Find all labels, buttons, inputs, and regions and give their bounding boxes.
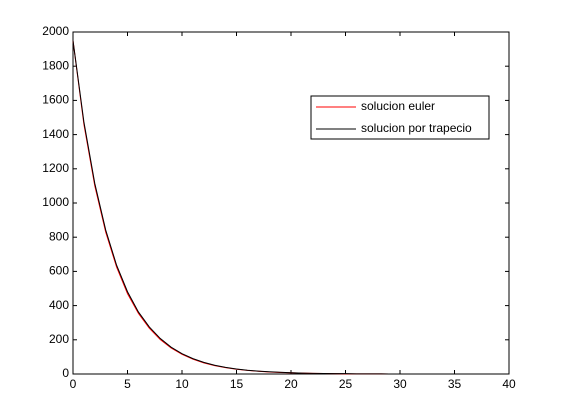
x-tick-label: 40 <box>502 377 516 391</box>
y-tick-label: 0 <box>62 366 69 380</box>
y-tick-label: 1600 <box>42 93 69 107</box>
axes-box <box>72 31 510 375</box>
legend-label: solucion euler <box>361 99 435 113</box>
y-tick-label: 200 <box>49 332 69 346</box>
x-tick-label: 20 <box>284 377 298 391</box>
x-tick-label: 0 <box>70 377 77 391</box>
series-line <box>72 40 509 375</box>
y-tick-label: 1400 <box>42 127 69 141</box>
y-tick-label: 1000 <box>42 195 69 209</box>
series-line <box>72 40 509 375</box>
y-tick-label: 1800 <box>42 58 69 72</box>
x-tick-label: 5 <box>124 377 131 391</box>
x-tick-label: 15 <box>230 377 244 391</box>
y-tick-label: 800 <box>49 229 69 243</box>
y-tick-label: 600 <box>49 264 69 278</box>
x-tick-label: 25 <box>339 377 353 391</box>
legend-label: solucion por trapecio <box>361 121 472 135</box>
y-tick-label: 400 <box>49 298 69 312</box>
x-tick-label: 35 <box>448 377 462 391</box>
x-tick-label: 30 <box>393 377 407 391</box>
x-tick-label: 10 <box>175 377 189 391</box>
legend-box <box>310 95 490 140</box>
y-tick-label: 2000 <box>42 24 69 38</box>
y-tick-label: 1200 <box>42 161 69 175</box>
